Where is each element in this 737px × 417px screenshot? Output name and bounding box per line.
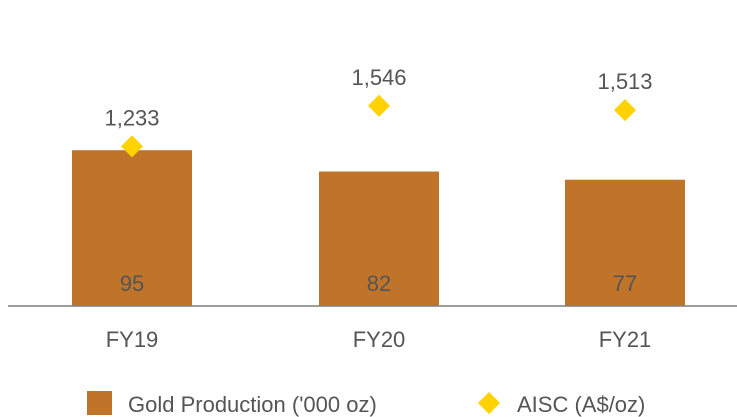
bar-labels-layer: 95 82 77 — [120, 271, 637, 296]
aisc-marker-fy20 — [368, 94, 390, 117]
aisc-markers-layer — [121, 94, 636, 158]
aisc-value-label-fy21: 1,513 — [597, 69, 652, 94]
bar-value-label-fy20: 82 — [367, 271, 391, 296]
bar-value-label-fy19: 95 — [120, 271, 144, 296]
x-tick-label-fy19: FY19 — [106, 327, 159, 352]
bar-fy20 — [319, 171, 439, 306]
bar-value-label-fy21: 77 — [613, 271, 637, 296]
aisc-value-label-fy20: 1,546 — [351, 65, 406, 90]
x-tick-label-fy20: FY20 — [353, 327, 406, 352]
legend-swatch-gold-production — [87, 391, 112, 415]
x-axis-tick-labels: FY19 FY20 FY21 — [106, 327, 652, 352]
aisc-labels-layer: 1,233 1,546 1,513 — [104, 65, 652, 131]
legend-swatch-aisc — [478, 392, 500, 414]
legend-label-aisc: AISC (A$/oz) — [517, 392, 645, 417]
legend: Gold Production ('000 oz) AISC (A$/oz) — [87, 391, 645, 417]
legend-label-gold-production: Gold Production ('000 oz) — [128, 392, 377, 417]
x-tick-label-fy21: FY21 — [599, 327, 652, 352]
aisc-marker-fy21 — [614, 99, 636, 122]
bar-fy19 — [72, 150, 192, 306]
bar-fy21 — [565, 179, 685, 306]
bars-layer — [72, 150, 685, 306]
aisc-marker-fy19 — [121, 135, 143, 158]
aisc-value-label-fy19: 1,233 — [104, 105, 159, 130]
